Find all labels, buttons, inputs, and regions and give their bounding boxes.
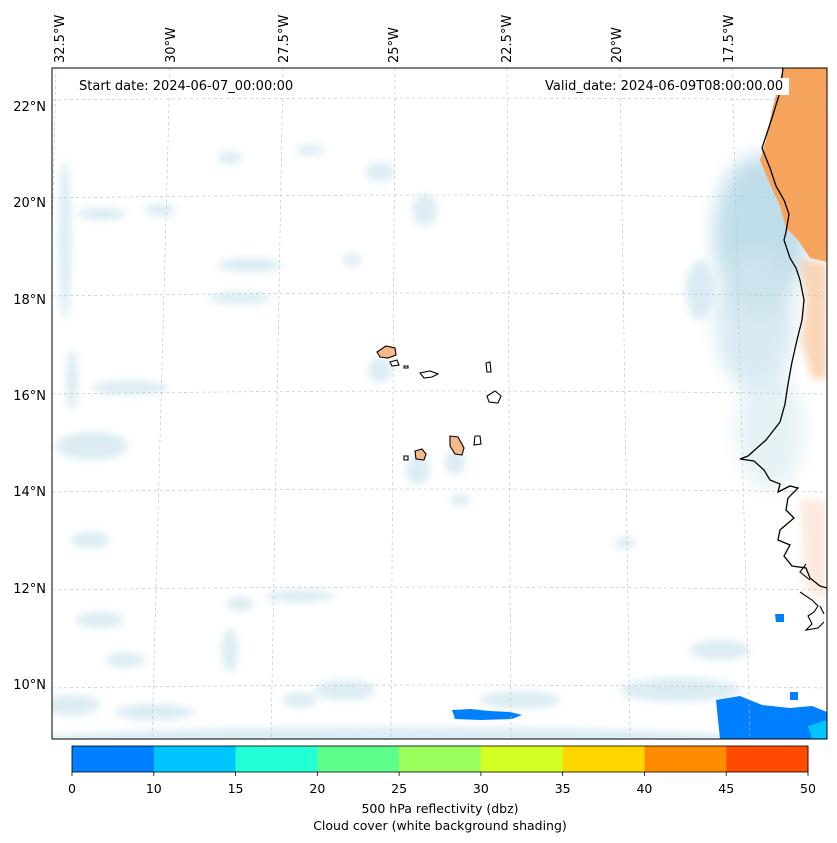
- lat-label-18: 18°N: [13, 293, 46, 308]
- colorbar-label: 500 hPa reflectivity (dbz): [361, 801, 519, 816]
- island-maio: [473, 435, 482, 446]
- colorbar-segment: [562, 746, 645, 772]
- orange-shading: [760, 68, 827, 600]
- colorbar-border: [71, 745, 809, 773]
- colorbar-segment: [72, 746, 155, 772]
- colorbar-segment: [644, 746, 727, 772]
- coastline-detail: [799, 563, 825, 631]
- colorbar-segment: [317, 746, 400, 772]
- gridlines: [52, 68, 827, 739]
- colorbar-segment: [726, 746, 809, 772]
- island-santiago: [449, 435, 465, 456]
- colorbar-segment: [235, 746, 318, 772]
- lon-label-30: 30°W: [164, 27, 179, 63]
- island-brava: [403, 455, 409, 461]
- lon-label-27-5: 27.5°W: [277, 15, 292, 63]
- reflectivity-10-15-area: [808, 720, 827, 739]
- colorbar-tick-label: 25: [391, 781, 408, 796]
- island-fogo: [414, 448, 427, 461]
- lon-label-17-5: 17.5°W: [722, 15, 737, 63]
- colorbar-sublabel: Cloud cover (white background shading): [313, 818, 567, 833]
- colorbar: [71, 745, 809, 776]
- colorbar-tick-label: 40: [636, 781, 653, 796]
- island-sao-vicente: [389, 359, 400, 367]
- latitude-labels: 22°N 20°N 18°N 16°N 14°N 12°N 10°N: [13, 100, 46, 693]
- cloud-cover-shading: [52, 145, 777, 739]
- cape-verde-islands: [376, 345, 502, 461]
- lat-label-10: 10°N: [13, 678, 46, 693]
- map-area: [52, 68, 827, 739]
- lat-label-12: 12°N: [13, 582, 46, 597]
- colorbar-tick-label: 10: [145, 781, 162, 796]
- start-date-label: Start date: 2024-06-07_00:00:00: [73, 78, 300, 95]
- colorbar-segment: [480, 746, 564, 772]
- lon-label-22-5: 22.5°W: [500, 15, 515, 63]
- island-sal: [485, 361, 492, 373]
- african-coastline: [739, 68, 827, 589]
- lon-label-20: 20°W: [610, 27, 625, 63]
- longitude-labels: 32.5°W 30°W 27.5°W 25°W 22.5°W 20°W 17.5…: [53, 15, 737, 63]
- colorbar-tick-label: 45: [718, 781, 735, 796]
- lat-label-22: 22°N: [13, 100, 46, 115]
- colorbar-tick-label: 15: [227, 781, 244, 796]
- lon-label-32-5: 32.5°W: [53, 15, 68, 63]
- lat-label-16: 16°N: [13, 389, 46, 404]
- colorbar-segment: [153, 746, 237, 772]
- colorbar-tick-label: 20: [309, 781, 326, 796]
- colorbar-segment: [399, 746, 482, 772]
- island-santa-luzia: [403, 365, 409, 369]
- cloud-cover-coastal: [714, 155, 806, 490]
- lat-label-20: 20°N: [13, 196, 46, 211]
- lon-label-25: 25°W: [387, 27, 402, 63]
- island-boa-vista: [486, 390, 502, 404]
- colorbar-tick-label: 50: [800, 781, 816, 796]
- colorbar-tick-label: 35: [554, 781, 571, 796]
- valid-date-label: Valid_date: 2024-06-09T08:00:00.00: [539, 78, 790, 95]
- map-frame: [51, 67, 828, 740]
- island-sao-nicolau: [419, 370, 440, 379]
- island-santo-antao: [376, 345, 397, 359]
- colorbar-tick-label: 0: [68, 781, 76, 796]
- colorbar-tick-label: 30: [472, 781, 489, 796]
- lat-label-14: 14°N: [13, 485, 46, 500]
- reflectivity-areas: [452, 614, 827, 739]
